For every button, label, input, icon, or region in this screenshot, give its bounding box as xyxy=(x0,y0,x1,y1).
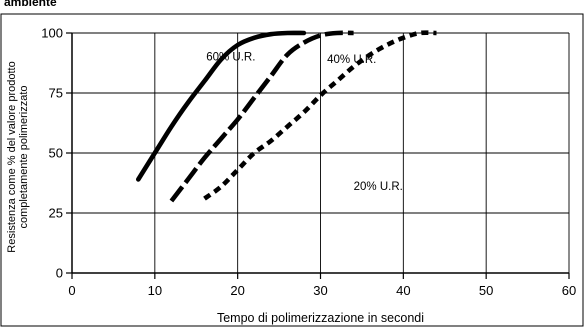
y-tick-label: 75 xyxy=(49,86,63,101)
y-tick-label: 25 xyxy=(49,206,63,221)
x-tick-label: 50 xyxy=(479,283,493,298)
series-label: 20% U.R. xyxy=(354,181,403,193)
y-axis-title-line: Resistenza come % del valore prodotto xyxy=(6,61,18,252)
x-tick-label: 30 xyxy=(313,283,327,298)
series-line xyxy=(169,30,354,203)
series-label: 40% U.R. xyxy=(327,54,376,66)
series-label: 60% U.R. xyxy=(206,52,255,64)
x-tick-label: 10 xyxy=(148,283,162,298)
axes xyxy=(66,32,570,279)
x-tick-labels: 0 10 20 30 40 50 60 xyxy=(68,283,576,298)
y-tick-label: 100 xyxy=(41,26,63,41)
chart-frame xyxy=(0,13,584,327)
x-tick-label: 20 xyxy=(230,283,244,298)
y-axis-title-line: completamente polimerizzato xyxy=(18,85,30,228)
series-layer xyxy=(136,30,437,203)
header-text: ambiente xyxy=(4,0,57,9)
x-tick-label: 60 xyxy=(562,283,576,298)
y-tick-label: 0 xyxy=(56,266,63,281)
x-tick-label: 0 xyxy=(68,283,75,298)
x-tick-label: 40 xyxy=(396,283,410,298)
y-tick-label: 50 xyxy=(49,146,63,161)
y-axis-title: Resistenza come % del valore prodotto com… xyxy=(6,61,30,252)
y-tick-labels: 0 25 50 75 100 xyxy=(41,26,63,281)
series-line xyxy=(136,30,307,182)
grid xyxy=(72,32,570,273)
x-axis-title: Tempo di polimerizzazione in secondi xyxy=(217,311,424,325)
series-labels: 60% U.R. 40% U.R. 20% U.R. xyxy=(206,52,403,194)
series-line xyxy=(203,30,437,201)
